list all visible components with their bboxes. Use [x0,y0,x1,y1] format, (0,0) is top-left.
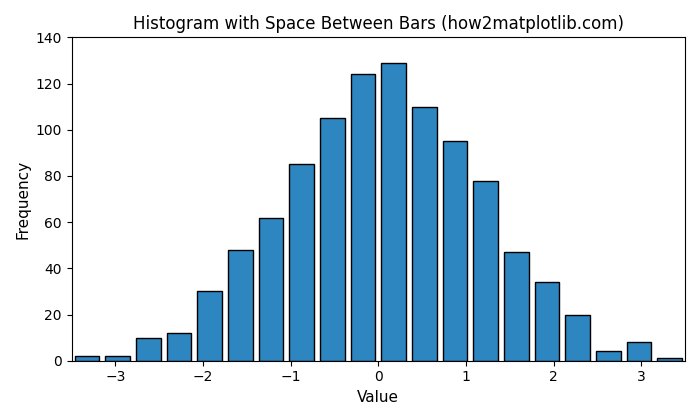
Bar [566,315,590,361]
Bar [75,356,99,361]
Bar [106,356,130,361]
Y-axis label: Frequency: Frequency [15,160,30,239]
Bar [596,352,621,361]
Bar [442,141,468,361]
Title: Histogram with Space Between Bars (how2matplotlib.com): Histogram with Space Between Bars (how2m… [133,15,624,33]
Bar [626,342,651,361]
Bar [535,282,559,361]
Bar [382,63,406,361]
Bar [259,218,284,361]
Bar [197,291,222,361]
Bar [351,74,375,361]
Bar [412,107,437,361]
Bar [136,338,160,361]
Bar [228,250,253,361]
X-axis label: Value: Value [357,390,399,405]
Bar [473,181,498,361]
Bar [504,252,528,361]
Bar [320,118,344,361]
Bar [289,164,314,361]
Bar [167,333,191,361]
Bar [657,358,682,361]
